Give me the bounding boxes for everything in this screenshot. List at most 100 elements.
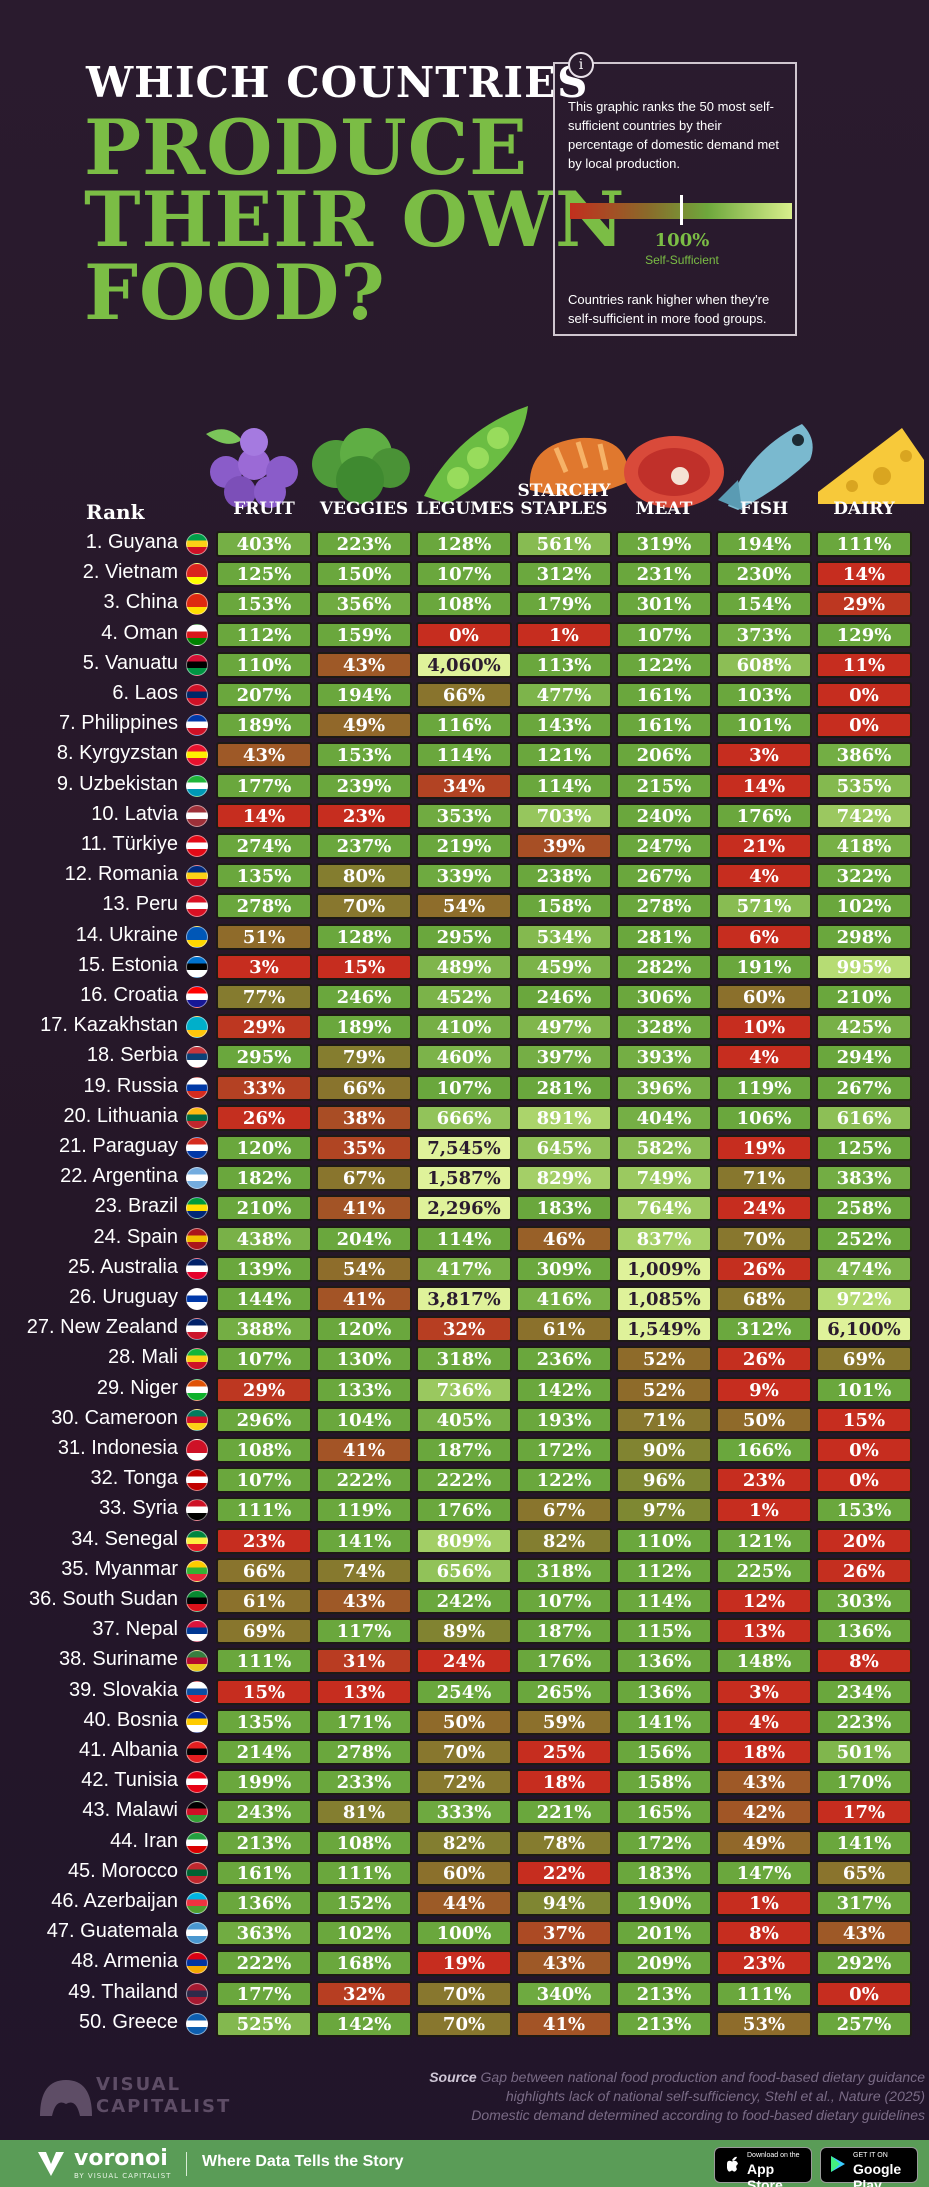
country-label: 5. Vanuatu [82, 651, 178, 674]
value-cell: 43% [816, 1920, 912, 1947]
legend-100-marker [680, 195, 683, 225]
value-cell: 281% [616, 923, 712, 950]
value-cell: 70% [316, 893, 412, 920]
value-cell: 194% [716, 531, 812, 557]
value-cell: 139% [216, 1255, 312, 1282]
country-label: 8. Kyrgyzstan [56, 742, 178, 765]
country-label: 44. Iran [110, 1829, 178, 1852]
value-cell: 410% [416, 1014, 512, 1041]
voronoi-brand: voronoi [74, 2146, 168, 2171]
value-cell: 3,817% [416, 1286, 512, 1312]
value-cell: 61% [516, 1316, 612, 1343]
flag-icon [186, 895, 208, 918]
flag-icon [186, 1257, 208, 1280]
value-cell: 116% [416, 712, 512, 739]
value-cell: 100% [416, 1920, 512, 1947]
value-cell: 111% [216, 1648, 312, 1675]
value-cell: 309% [516, 1255, 612, 1282]
value-cell: 21% [716, 833, 812, 859]
value-cell: 231% [616, 561, 712, 588]
value-cell: 13% [316, 1678, 412, 1705]
value-cell: 616% [816, 1104, 912, 1131]
value-cell: 534% [516, 923, 612, 950]
flag-icon [186, 1076, 208, 1099]
title-line-1: WHICH COUNTRIES [86, 58, 589, 107]
value-cell: 49% [716, 1829, 812, 1856]
value-cell: 666% [416, 1104, 512, 1131]
value-cell: 38% [316, 1104, 412, 1131]
google-play-button[interactable]: GET IT ON Google Play [820, 2147, 918, 2187]
value-cell: 393% [616, 1044, 712, 1071]
value-cell: 70% [416, 2010, 512, 2037]
value-cell: 43% [516, 1950, 612, 1977]
value-cell: 306% [616, 984, 712, 1010]
value-cell: 183% [616, 1859, 712, 1886]
value-cell: 108% [316, 1829, 412, 1856]
value-cell: 295% [216, 1044, 312, 1071]
value-cell: 318% [416, 1346, 512, 1373]
value-cell: 356% [316, 591, 412, 618]
app-store-button[interactable]: Download on the App Store [714, 2147, 812, 2187]
value-cell: 128% [416, 531, 512, 557]
value-cell: 452% [416, 984, 512, 1010]
value-cell: 158% [616, 1769, 712, 1796]
value-cell: 59% [516, 1708, 612, 1735]
value-cell: 143% [516, 712, 612, 739]
value-cell: 161% [616, 712, 712, 739]
value-cell: 237% [316, 833, 412, 859]
value-cell: 7,545% [416, 1135, 512, 1161]
value-cell: 171% [316, 1708, 412, 1735]
value-cell: 4% [716, 863, 812, 890]
value-cell: 397% [516, 1044, 612, 1071]
value-cell: 0% [816, 1980, 912, 2007]
value-cell: 209% [616, 1950, 712, 1977]
value-cell: 206% [616, 742, 712, 769]
value-cell: 3% [716, 742, 812, 769]
value-cell: 1,587% [416, 1165, 512, 1192]
country-label: 31. Indonesia [57, 1437, 178, 1459]
value-cell: 645% [516, 1135, 612, 1161]
column-header: FISH [739, 499, 789, 519]
country-label: 19. Russia [83, 1074, 179, 1097]
value-cell: 114% [616, 1588, 712, 1614]
value-cell: 26% [216, 1104, 312, 1131]
value-cell: 142% [516, 1376, 612, 1403]
value-cell: 114% [416, 1225, 512, 1252]
value-cell: 50% [716, 1406, 812, 1433]
value-cell: 179% [516, 591, 612, 618]
country-label: 29. Niger [96, 1376, 178, 1399]
broccoli-icon [312, 428, 410, 504]
flag-icon [186, 563, 208, 586]
value-cell: 749% [616, 1165, 712, 1192]
value-cell: 41% [316, 1195, 412, 1222]
flag-icon [186, 593, 208, 616]
flag-icon [186, 684, 208, 706]
value-cell: 107% [216, 1467, 312, 1494]
value-cell: 18% [716, 1739, 812, 1765]
value-cell: 210% [216, 1195, 312, 1222]
value-cell: 418% [816, 833, 912, 859]
value-cell: 44% [416, 1890, 512, 1916]
country-label: 27. New Zealand [26, 1316, 178, 1339]
value-cell: 136% [216, 1890, 312, 1916]
value-cell: 107% [216, 1346, 312, 1373]
flag-icon [186, 1378, 208, 1401]
value-cell: 317% [816, 1890, 912, 1916]
value-cell: 54% [416, 893, 512, 920]
value-cell: 183% [516, 1195, 612, 1222]
value-cell: 130% [316, 1346, 412, 1373]
value-cell: 117% [316, 1618, 412, 1645]
value-cell: 23% [716, 1950, 812, 1977]
rank-header: Rank [86, 500, 145, 524]
value-cell: 14% [216, 802, 312, 829]
value-cell: 187% [416, 1437, 512, 1463]
country-label: 42. Tunisia [81, 1769, 178, 1792]
value-cell: 19% [716, 1135, 812, 1161]
value-cell: 129% [816, 621, 912, 648]
value-cell: 298% [816, 923, 912, 950]
value-cell: 396% [616, 1074, 712, 1101]
value-cell: 25% [516, 1739, 612, 1765]
value-cell: 172% [516, 1437, 612, 1463]
value-cell: 35% [316, 1135, 412, 1161]
value-cell: 172% [616, 1829, 712, 1856]
